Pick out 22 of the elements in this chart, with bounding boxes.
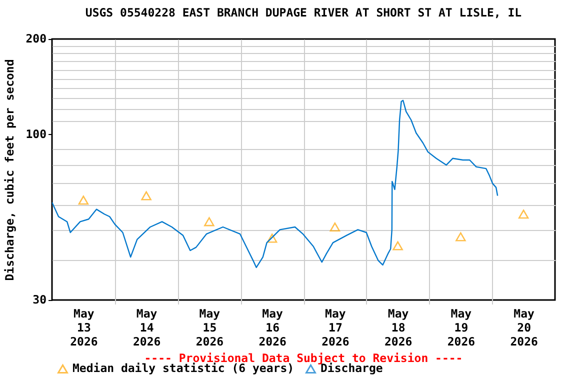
x-tick-label: May 20 2026: [510, 306, 538, 348]
point: [78, 196, 89, 205]
x-tick-label: May 18 2026: [384, 306, 412, 348]
point: [266, 234, 278, 243]
x-tick-label: May 14 2026: [132, 306, 161, 348]
point: [330, 222, 340, 232]
x-tick-label: May 16 2026: [258, 306, 286, 348]
point: [392, 241, 403, 250]
y-tick-label: 100: [26, 126, 47, 141]
y-tick-label: 30: [32, 292, 47, 306]
x-tick-label: May 15 2026: [196, 306, 224, 348]
x-tick-label: May 19 2026: [447, 306, 476, 348]
y-axis-title: Discharge, cubic feet per second: [2, 59, 17, 281]
point: [456, 232, 466, 242]
point: [141, 191, 152, 200]
x-tick-label: May 17 2026: [322, 306, 350, 348]
point: [204, 217, 214, 226]
line-series: [52, 100, 498, 268]
y-tick-label: 200: [26, 32, 47, 46]
x-tick-label: May 13 2026: [70, 306, 98, 348]
chart-title: USGS 05540228 EAST BRANCH DUPAGE RIVER AT SHORT ST AT LISLE, IL: [85, 6, 522, 20]
point: [518, 210, 529, 219]
